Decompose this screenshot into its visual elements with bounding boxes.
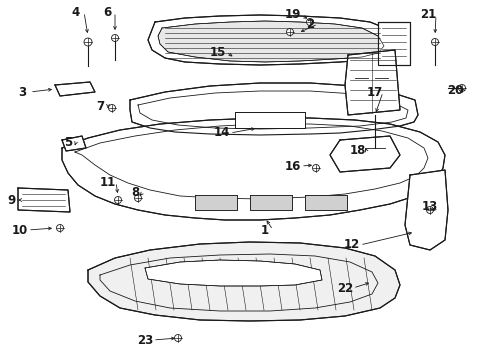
Polygon shape [345,50,399,115]
Text: 9: 9 [8,194,16,207]
Text: 20: 20 [446,84,462,96]
Polygon shape [55,82,95,96]
Text: 15: 15 [209,45,226,58]
Text: 23: 23 [137,333,153,346]
Text: 7: 7 [96,100,104,113]
Text: 11: 11 [100,175,116,189]
Text: 16: 16 [284,159,301,172]
Polygon shape [235,112,305,128]
Polygon shape [62,118,444,220]
Polygon shape [377,22,409,65]
Text: 19: 19 [284,9,301,22]
Circle shape [458,85,465,91]
Polygon shape [18,188,70,212]
Polygon shape [329,136,399,172]
Circle shape [430,39,438,45]
Circle shape [306,18,313,26]
Polygon shape [130,83,417,135]
Circle shape [57,225,63,231]
Polygon shape [88,242,399,321]
Circle shape [426,207,433,213]
Text: 14: 14 [213,126,230,139]
Polygon shape [249,195,291,210]
Text: 10: 10 [12,224,28,237]
Circle shape [114,197,121,203]
Circle shape [134,194,141,202]
Text: 13: 13 [421,201,437,213]
Circle shape [286,28,293,36]
Polygon shape [62,136,86,151]
Text: 8: 8 [131,185,139,198]
Text: 21: 21 [419,9,435,22]
Text: 17: 17 [366,85,382,99]
Text: 2: 2 [305,18,313,31]
Polygon shape [158,21,383,62]
Text: 12: 12 [343,238,359,252]
Text: 3: 3 [18,85,26,99]
Polygon shape [145,260,321,286]
Polygon shape [195,195,237,210]
Circle shape [174,334,181,342]
Polygon shape [305,195,346,210]
Text: 5: 5 [64,135,72,148]
Text: 4: 4 [72,5,80,18]
Text: 1: 1 [261,224,268,237]
Polygon shape [148,15,399,65]
Polygon shape [404,170,447,250]
Text: 6: 6 [102,5,111,18]
Text: 18: 18 [349,144,366,157]
Circle shape [108,104,115,112]
Text: 22: 22 [336,282,352,294]
Circle shape [84,38,92,46]
Circle shape [111,35,118,41]
Circle shape [312,165,319,171]
